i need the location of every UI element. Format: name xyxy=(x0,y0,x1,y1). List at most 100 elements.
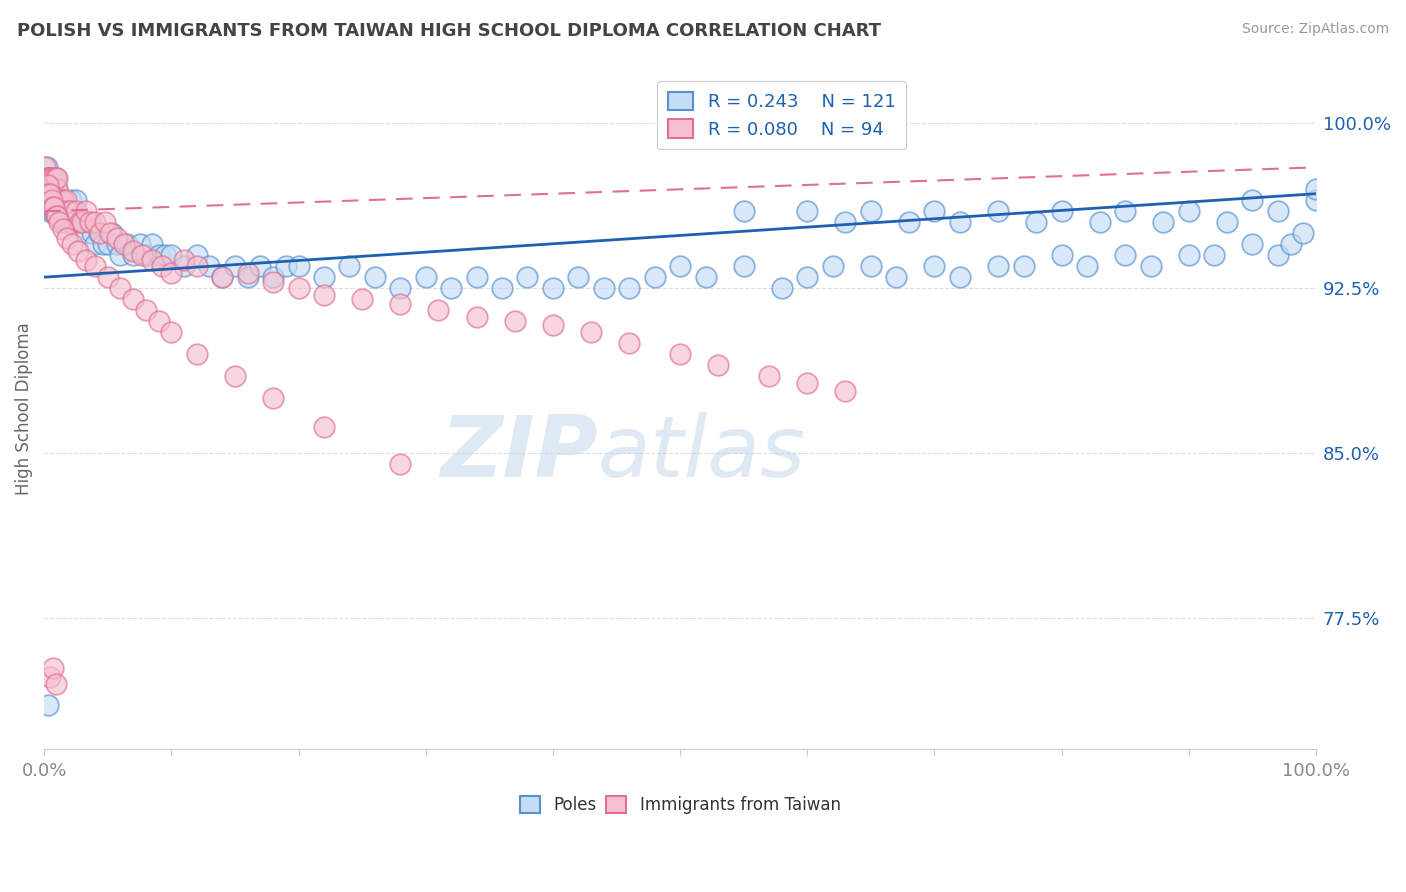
Point xyxy=(44,171,66,186)
Point xyxy=(48,204,70,219)
Point xyxy=(45,194,67,208)
Point xyxy=(427,303,450,318)
Point xyxy=(53,215,76,229)
Point xyxy=(45,676,67,690)
Point xyxy=(173,259,195,273)
Point xyxy=(1279,237,1302,252)
Point xyxy=(619,336,641,351)
Point xyxy=(148,314,170,328)
Point xyxy=(733,204,755,219)
Point xyxy=(38,171,60,186)
Point xyxy=(38,186,60,201)
Point xyxy=(211,270,233,285)
Point xyxy=(733,259,755,273)
Point xyxy=(924,204,946,219)
Point xyxy=(541,318,564,333)
Point xyxy=(884,270,907,285)
Point xyxy=(60,237,83,252)
Point xyxy=(1292,226,1315,240)
Point xyxy=(44,182,66,196)
Point xyxy=(141,237,163,252)
Point xyxy=(37,698,59,713)
Point xyxy=(236,266,259,280)
Point xyxy=(1025,215,1047,229)
Point xyxy=(56,215,79,229)
Point xyxy=(97,270,120,285)
Point xyxy=(135,303,157,318)
Point xyxy=(1114,248,1136,262)
Point xyxy=(44,204,66,219)
Point xyxy=(45,209,67,223)
Point xyxy=(37,171,59,186)
Point xyxy=(516,270,538,285)
Point xyxy=(224,259,246,273)
Point xyxy=(695,270,717,285)
Text: atlas: atlas xyxy=(598,412,806,495)
Point xyxy=(186,259,208,273)
Point xyxy=(45,209,67,223)
Point xyxy=(1114,204,1136,219)
Point xyxy=(73,226,96,240)
Point xyxy=(110,248,132,262)
Point xyxy=(1050,204,1073,219)
Point xyxy=(567,270,589,285)
Point xyxy=(34,171,56,186)
Point xyxy=(541,281,564,295)
Point xyxy=(45,194,67,208)
Point xyxy=(38,204,60,219)
Point xyxy=(66,215,89,229)
Point xyxy=(52,194,75,208)
Point xyxy=(859,259,882,273)
Point xyxy=(34,194,56,208)
Point xyxy=(69,215,91,229)
Point xyxy=(41,171,63,186)
Point xyxy=(312,270,335,285)
Point xyxy=(160,248,183,262)
Point xyxy=(1076,259,1098,273)
Point xyxy=(44,200,66,214)
Point xyxy=(41,194,63,208)
Point xyxy=(89,226,111,240)
Point xyxy=(112,237,135,252)
Point xyxy=(1178,204,1201,219)
Point xyxy=(58,215,80,229)
Point xyxy=(592,281,614,295)
Point xyxy=(148,248,170,262)
Point xyxy=(84,259,107,273)
Point xyxy=(51,215,73,229)
Point xyxy=(46,194,69,208)
Point xyxy=(821,259,844,273)
Point xyxy=(84,215,107,229)
Point xyxy=(69,215,91,229)
Point xyxy=(796,270,818,285)
Point xyxy=(100,226,122,240)
Point xyxy=(41,182,63,196)
Point xyxy=(949,215,972,229)
Point xyxy=(153,248,176,262)
Point xyxy=(898,215,921,229)
Point xyxy=(39,186,62,201)
Point xyxy=(122,248,145,262)
Point xyxy=(1267,248,1289,262)
Point xyxy=(58,215,80,229)
Point xyxy=(65,204,87,219)
Point xyxy=(987,204,1010,219)
Point xyxy=(1204,248,1226,262)
Point xyxy=(669,347,692,361)
Point xyxy=(52,194,75,208)
Point xyxy=(859,204,882,219)
Point xyxy=(312,419,335,434)
Point xyxy=(45,204,67,219)
Point xyxy=(35,161,58,175)
Point xyxy=(34,161,56,175)
Point xyxy=(440,281,463,295)
Point xyxy=(211,270,233,285)
Point xyxy=(37,194,59,208)
Point xyxy=(72,215,94,229)
Point xyxy=(364,270,387,285)
Point xyxy=(65,194,87,208)
Point xyxy=(39,670,62,684)
Point xyxy=(42,171,65,186)
Point xyxy=(1216,215,1239,229)
Point xyxy=(389,296,412,310)
